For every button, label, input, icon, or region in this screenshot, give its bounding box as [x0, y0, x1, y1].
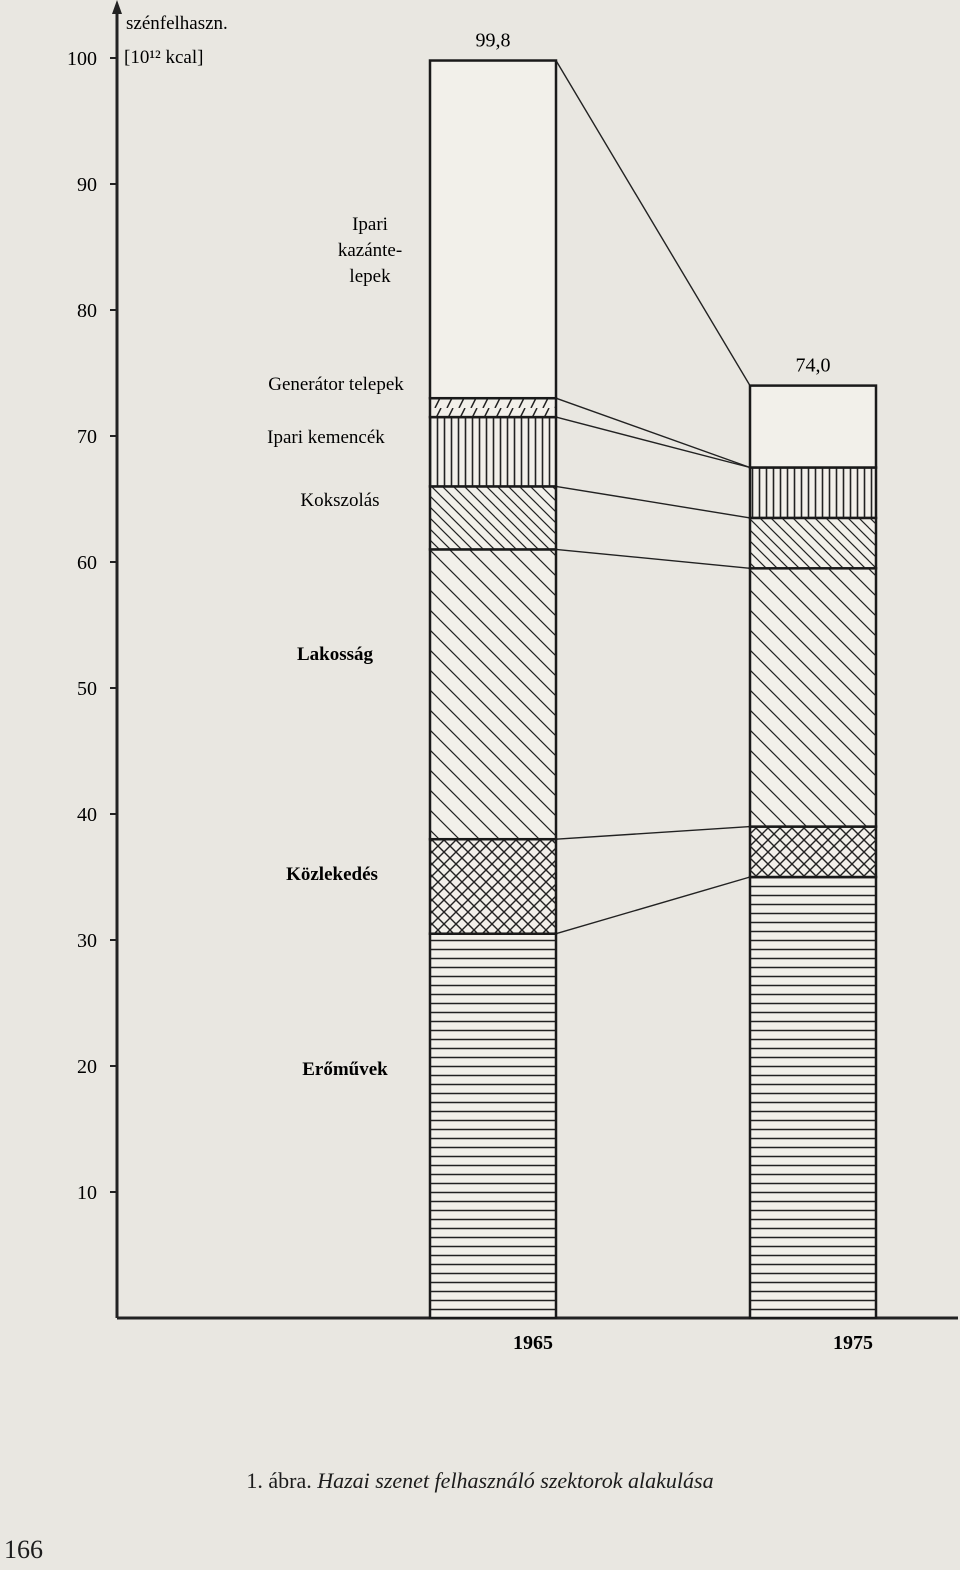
y-tick-label: 100: [67, 48, 97, 70]
y-tick-label: 50: [77, 678, 97, 700]
y-tick-label: 80: [77, 300, 97, 322]
connector-line: [555, 876, 751, 935]
connector-line: [555, 485, 751, 519]
series-label: Kokszolás: [300, 490, 379, 511]
figure-caption: 1. ábra. Hazai szenet felhasználó szekto…: [0, 1468, 960, 1494]
stacked-bar-chart: szénfelhaszn. [10¹² kcal] 10 20 30 40 50 60 70…: [67, 0, 958, 1354]
series-label: Erőművek: [302, 1059, 388, 1080]
series-label-line: Kokszolás: [300, 490, 379, 511]
y-axis-unit: [10¹² kcal]: [124, 47, 203, 68]
category-label: 1965: [513, 1332, 553, 1354]
series-label: Generátor telepek: [268, 374, 404, 395]
total-value-label: 99,8: [476, 30, 511, 52]
y-tick-label: 40: [77, 804, 97, 826]
connector-line: [555, 60, 751, 386]
bar-segment: [428, 548, 558, 841]
bar-segment: [428, 415, 558, 488]
y-tick-label: 30: [77, 930, 97, 952]
bar-segment: [748, 875, 878, 1320]
caption-title: Hazai szenet felhasználó szektorok alaku…: [317, 1468, 714, 1493]
series-label-line: Ipari kemencék: [267, 427, 385, 448]
caption-number: 1. ábra.: [246, 1468, 312, 1493]
bar-segment: [428, 396, 558, 419]
page-number: 166: [4, 1535, 43, 1564]
bar-segment: [428, 485, 558, 551]
series-label: Ipari kemencék: [267, 427, 385, 448]
bar-segment: [748, 466, 878, 520]
bar-segment: [748, 567, 878, 828]
connector-line: [555, 397, 751, 469]
series-label-line: Ipari: [352, 214, 388, 235]
series-label-line: Lakosság: [297, 644, 374, 665]
series-label: Lakosság: [297, 644, 374, 665]
bar-segment: [428, 932, 558, 1320]
connector-line: [555, 416, 751, 469]
y-tick-label: 70: [77, 426, 97, 448]
series-label: Közlekedés: [286, 864, 378, 885]
series-label-line: Generátor telepek: [268, 374, 404, 395]
series-label-line: Erőművek: [302, 1059, 388, 1080]
total-value-label: 74,0: [796, 355, 831, 377]
bar-segment: [748, 825, 878, 879]
series-label-line: lepek: [349, 266, 391, 287]
y-axis-label: szénfelhaszn.: [126, 13, 228, 34]
connector-line: [555, 825, 751, 840]
series-label-line: kazánte-: [338, 240, 402, 261]
bar-segment: [748, 384, 878, 469]
y-tick-label: 90: [77, 174, 97, 196]
connector-line: [555, 548, 751, 569]
category-label: 1975: [833, 1332, 873, 1354]
bar-segment: [428, 59, 558, 400]
bar-segment: [748, 516, 878, 570]
bar-segment: [428, 837, 558, 935]
series-label: Ipari kazánte-lepek: [338, 214, 402, 287]
y-tick-label: 20: [77, 1056, 97, 1078]
y-axis-arrow-icon: [112, 0, 122, 14]
series-label-line: Közlekedés: [286, 864, 378, 885]
y-tick-label: 10: [77, 1182, 97, 1204]
y-tick-label: 60: [77, 552, 97, 574]
